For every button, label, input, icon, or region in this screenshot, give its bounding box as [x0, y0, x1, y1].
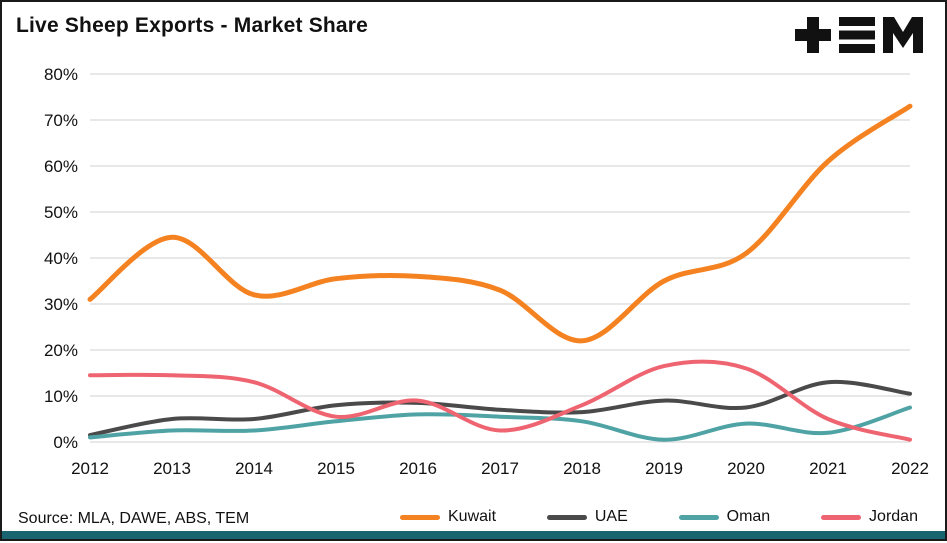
series-line-jordan: [88, 359, 912, 442]
bottom-accent-bar: [2, 531, 945, 539]
x-tick-label: 2018: [563, 459, 601, 478]
y-tick-label: 80%: [44, 65, 78, 84]
legend-label: Oman: [726, 508, 771, 525]
x-tick-label: 2019: [645, 459, 683, 478]
y-tick-label: 20%: [44, 341, 78, 360]
x-tick-label: 2021: [809, 459, 847, 478]
y-tick-label: 40%: [44, 249, 78, 268]
legend-label: Jordan: [869, 508, 918, 525]
x-tick-label: 2020: [727, 459, 765, 478]
x-tick-label: 2015: [317, 459, 355, 478]
legend-label: UAE: [594, 508, 628, 525]
series-line-kuwait: [87, 103, 913, 344]
tem-logo: [795, 16, 923, 59]
legend-label: Kuwait: [448, 508, 497, 525]
legend-item-oman: Oman: [678, 508, 771, 526]
legend-item-jordan: Jordan: [821, 508, 918, 526]
y-tick-label: 0%: [53, 433, 78, 452]
legend-item-kuwait: Kuwait: [400, 508, 496, 526]
y-tick-label: 30%: [44, 295, 78, 314]
x-tick-label: 2014: [235, 459, 273, 478]
x-tick-label: 2016: [399, 459, 437, 478]
legend-swatch-uae: [546, 514, 587, 520]
series-line-uae: [88, 379, 912, 438]
tem-logo-icon: [795, 17, 923, 53]
x-tick-label: 2022: [891, 459, 929, 478]
x-tick-label: 2013: [153, 459, 191, 478]
legend-item-uae: UAE: [546, 508, 628, 526]
legend-swatch-kuwait: [400, 514, 440, 520]
page-title: Live Sheep Exports - Market Share: [16, 14, 369, 37]
x-tick-label: 2012: [71, 459, 109, 478]
y-tick-label: 10%: [44, 387, 78, 406]
x-tick-label: 2017: [481, 459, 519, 478]
series-line-oman: [88, 405, 912, 442]
source-note: Source: MLA, DAWE, ABS, TEM: [18, 510, 250, 527]
y-tick-label: 50%: [44, 203, 78, 222]
y-tick-label: 60%: [44, 157, 78, 176]
legend-swatch-jordan: [821, 514, 862, 520]
legend-swatch-oman: [678, 514, 719, 520]
y-tick-label: 70%: [44, 111, 78, 130]
chart-legend: Kuwait UAE Oman Jordan: [400, 508, 918, 526]
